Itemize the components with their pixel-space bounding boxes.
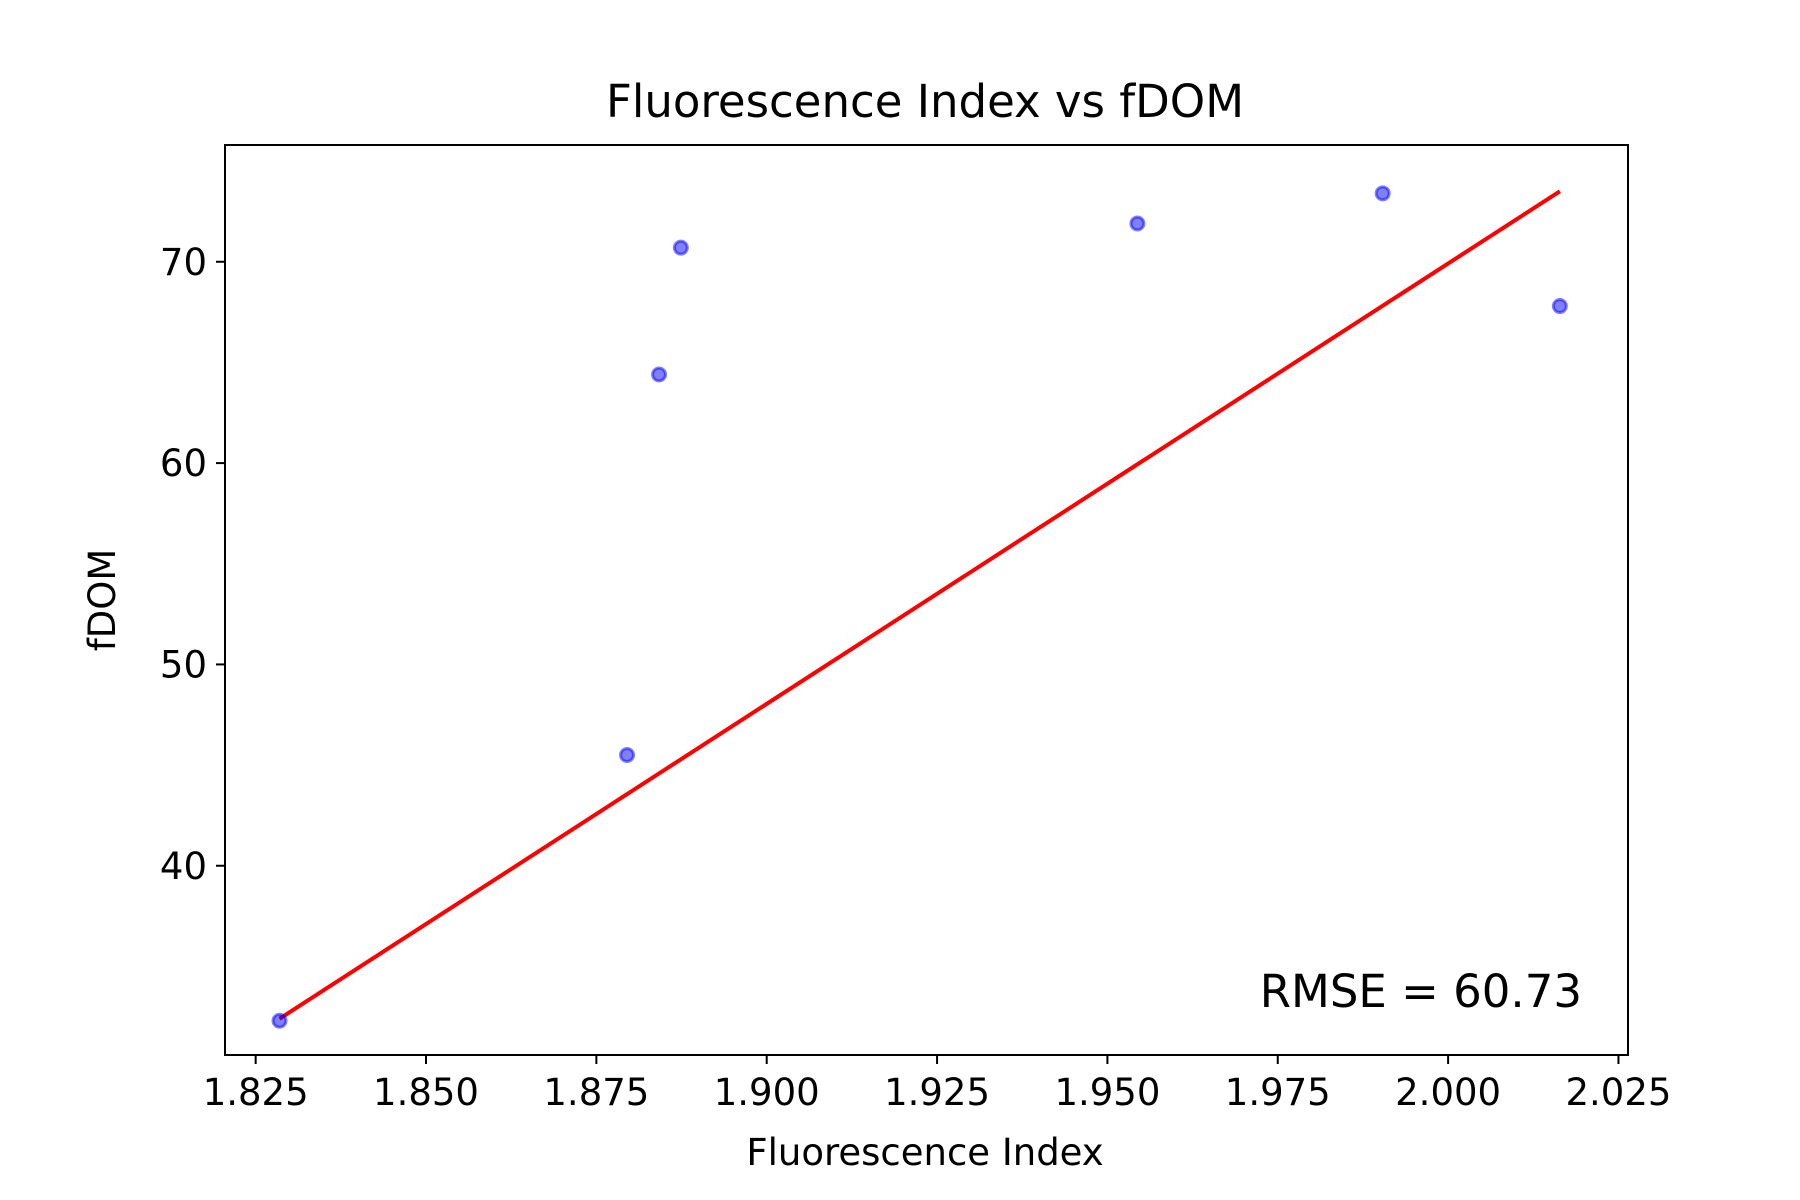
x-tick-label: 1.950: [1054, 1071, 1160, 1114]
plot-frame: [224, 144, 1629, 1056]
x-tick-label: 2.000: [1395, 1071, 1501, 1114]
scatter-point: [1129, 215, 1146, 232]
x-tick-label: 1.875: [543, 1071, 649, 1114]
chart-title: Fluorescence Index vs fDOM: [606, 75, 1244, 128]
y-axis-ticks: 40 50 60 70: [160, 241, 225, 888]
x-tick-label: 1.925: [884, 1071, 990, 1114]
y-axis-label: fDOM: [81, 549, 124, 652]
y-tick-label: 60: [160, 442, 207, 485]
x-tick-label: 2.025: [1565, 1071, 1671, 1114]
scatter-point: [271, 1012, 288, 1029]
scatter-point: [672, 239, 689, 256]
plot-area: [224, 144, 1629, 1056]
x-axis-label: Fluorescence Index: [746, 1131, 1103, 1174]
x-tick-label: 1.975: [1225, 1071, 1331, 1114]
y-tick-label: 50: [160, 643, 207, 686]
x-tick-label: 1.825: [203, 1071, 309, 1114]
scatter-point: [651, 366, 668, 383]
x-tick-label: 1.900: [714, 1071, 820, 1114]
rmse-annotation: RMSE = 60.73: [1260, 965, 1582, 1018]
y-tick-label: 70: [160, 241, 207, 284]
x-axis-ticks: 1.825 1.850 1.875 1.900 1.925 1.950 1.975 2.000…: [203, 1055, 1671, 1114]
scatter-point: [1551, 298, 1568, 315]
y-tick-label: 40: [160, 845, 207, 888]
series-layer: [271, 185, 1568, 1029]
scatter-point: [619, 747, 636, 764]
regression-line: [278, 189, 1561, 1021]
scatter-point: [1374, 185, 1391, 202]
x-tick-label: 1.850: [373, 1071, 479, 1114]
